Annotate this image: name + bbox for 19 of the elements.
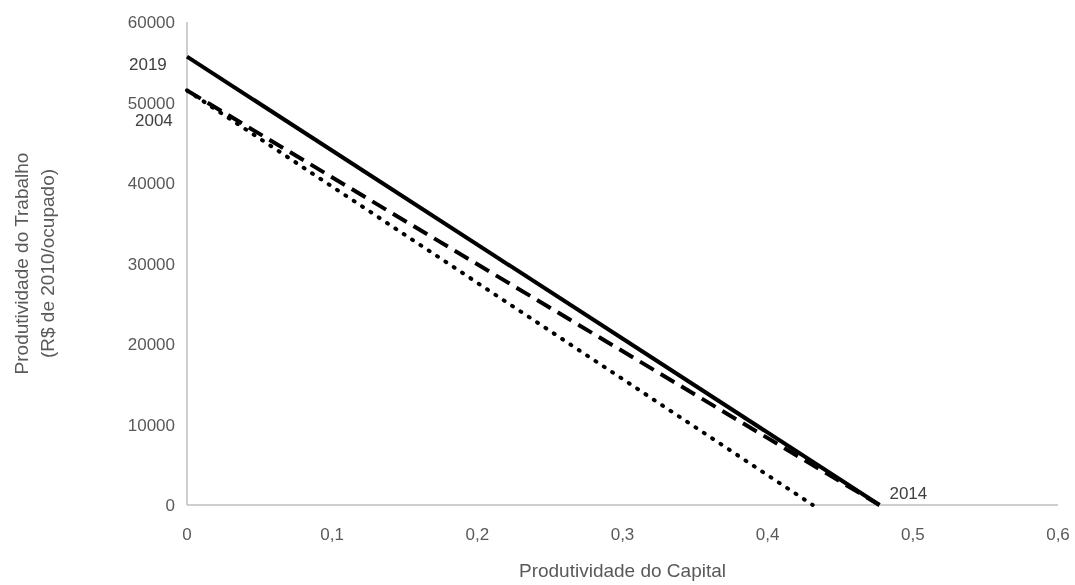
- x-tick-label: 0,3: [610, 525, 635, 544]
- y-tick-label: 30000: [127, 254, 175, 274]
- x-tick-label: 0: [182, 525, 192, 544]
- y-tick-label: 10000: [127, 415, 175, 435]
- y-axis-title: Produtividade do Trabalho (R$ de 2010/ocupado): [11, 152, 58, 375]
- y-tick-label: 0: [165, 496, 175, 515]
- series-label: 2019: [129, 54, 167, 74]
- x-tick-label: 0,5: [901, 525, 925, 544]
- series-label: 2004: [135, 111, 173, 131]
- y-tick-label: 20000: [127, 335, 175, 354]
- x-tick-label: 0,4: [755, 525, 780, 544]
- x-tick-label: 0,1: [320, 525, 344, 544]
- series-label: 2014: [889, 484, 928, 503]
- y-tick-label: 50000: [127, 93, 175, 113]
- y-tick-label: 40000: [127, 174, 175, 193]
- y-tick-label: 60000: [127, 13, 175, 32]
- x-tick-label: 0,2: [465, 525, 490, 544]
- x-axis-title: Produtividade do Capital: [518, 560, 727, 581]
- x-tick-label: 0,6: [1046, 525, 1070, 544]
